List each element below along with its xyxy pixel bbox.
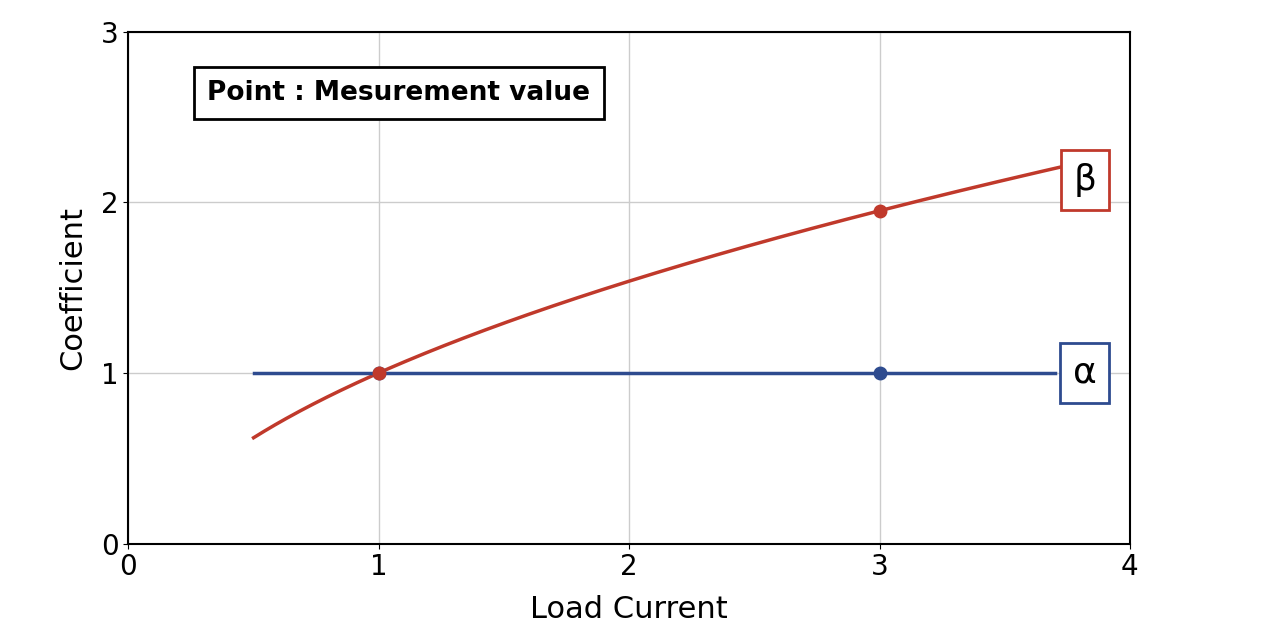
Text: Point : Mesurement value: Point : Mesurement value [207, 80, 591, 106]
Text: α: α [1073, 356, 1097, 390]
X-axis label: Load Current: Load Current [530, 595, 728, 624]
Text: β: β [1073, 163, 1097, 197]
Y-axis label: Coefficient: Coefficient [58, 205, 87, 370]
